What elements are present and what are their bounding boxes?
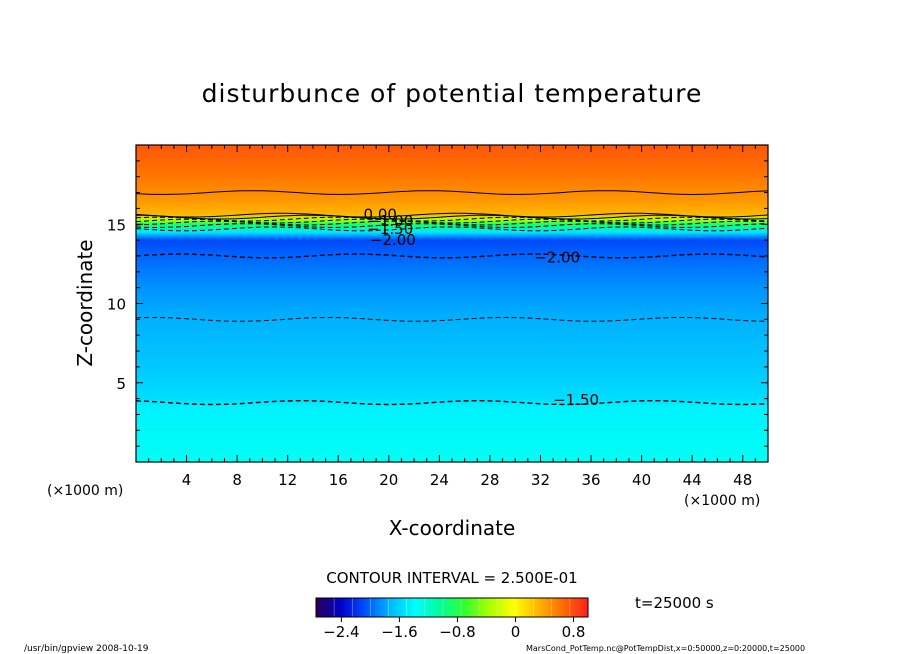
y-axis-ticks: 5 10 15	[107, 160, 768, 447]
contour-labels: 0.00−1.00−1.50−2.00−2.00−1.50	[364, 206, 600, 409]
contour-label: −1.00	[367, 212, 413, 230]
x-tick-label: 24	[430, 471, 449, 489]
contour-label: −1.50	[553, 391, 599, 409]
x-unit-right: (×1000 m)	[684, 493, 760, 509]
colorbar-tick-label: −2.4	[323, 623, 359, 641]
contour-interval-label: CONTOUR INTERVAL = 2.500E-01	[326, 569, 577, 587]
contour-label: −2.00	[534, 249, 580, 267]
contour-line	[136, 253, 768, 259]
colorbar-tick-label: −0.8	[439, 623, 475, 641]
x-tick-label: 48	[733, 471, 752, 489]
contour-line	[136, 216, 768, 222]
contour-line	[136, 317, 768, 322]
footer-left: /usr/bin/gpview 2008-10-19	[24, 644, 149, 654]
y-tick-label: 10	[107, 296, 126, 314]
contour-label: 0.00	[364, 206, 397, 224]
x-tick-label: 44	[683, 471, 702, 489]
chart-title: disturbunce of potential temperature	[202, 79, 703, 108]
contour-line	[136, 212, 768, 218]
plot-area: 0.00−1.00−1.50−2.00−2.00−1.50 4 8 12 16 20 24…	[107, 144, 769, 489]
colorbar: −2.4 −1.6 −0.8 0 0.8	[315, 597, 589, 641]
x-tick-label: 12	[278, 471, 297, 489]
x-unit-left: (×1000 m)	[47, 483, 123, 499]
x-tick-label: 8	[232, 471, 242, 489]
contour-line	[136, 400, 768, 406]
y-tick-label: 5	[116, 375, 126, 393]
filled-contour-field	[136, 145, 768, 462]
x-tick-label: 20	[379, 471, 398, 489]
colorbar-tick-label: 0.8	[562, 623, 586, 641]
x-tick-label: 28	[480, 471, 499, 489]
x-tick-label: 4	[182, 471, 192, 489]
x-tick-label: 40	[632, 471, 651, 489]
x-axis-ticks: 4 8 12 16 20 24 28 32 36 40 44 48	[148, 145, 756, 489]
colorbar-tick-label: −1.6	[381, 623, 417, 641]
x-axis-label: X-coordinate	[389, 516, 516, 540]
contour-line	[136, 223, 768, 229]
x-tick-label: 36	[581, 471, 600, 489]
contour-line	[136, 218, 768, 224]
colorbar-fill	[316, 598, 588, 617]
x-tick-label: 16	[329, 471, 348, 489]
x-tick-label: 32	[531, 471, 550, 489]
footer-right: MarsCond_PotTemp.nc@PotTempDist,x=0:5000…	[526, 644, 805, 653]
y-axis-label: Z-coordinate	[73, 239, 97, 366]
time-label: t=25000 s	[635, 594, 714, 612]
contour-line	[136, 226, 768, 232]
colorbar-frame	[315, 597, 589, 618]
contour-line	[136, 214, 768, 220]
contour-label: −2.00	[370, 231, 416, 249]
contour-line	[136, 190, 768, 196]
y-tick-label: 15	[107, 216, 126, 234]
contour-label: −1.50	[367, 220, 413, 238]
colorbar-tick-label: 0	[511, 623, 521, 641]
contour-lines	[136, 190, 768, 406]
